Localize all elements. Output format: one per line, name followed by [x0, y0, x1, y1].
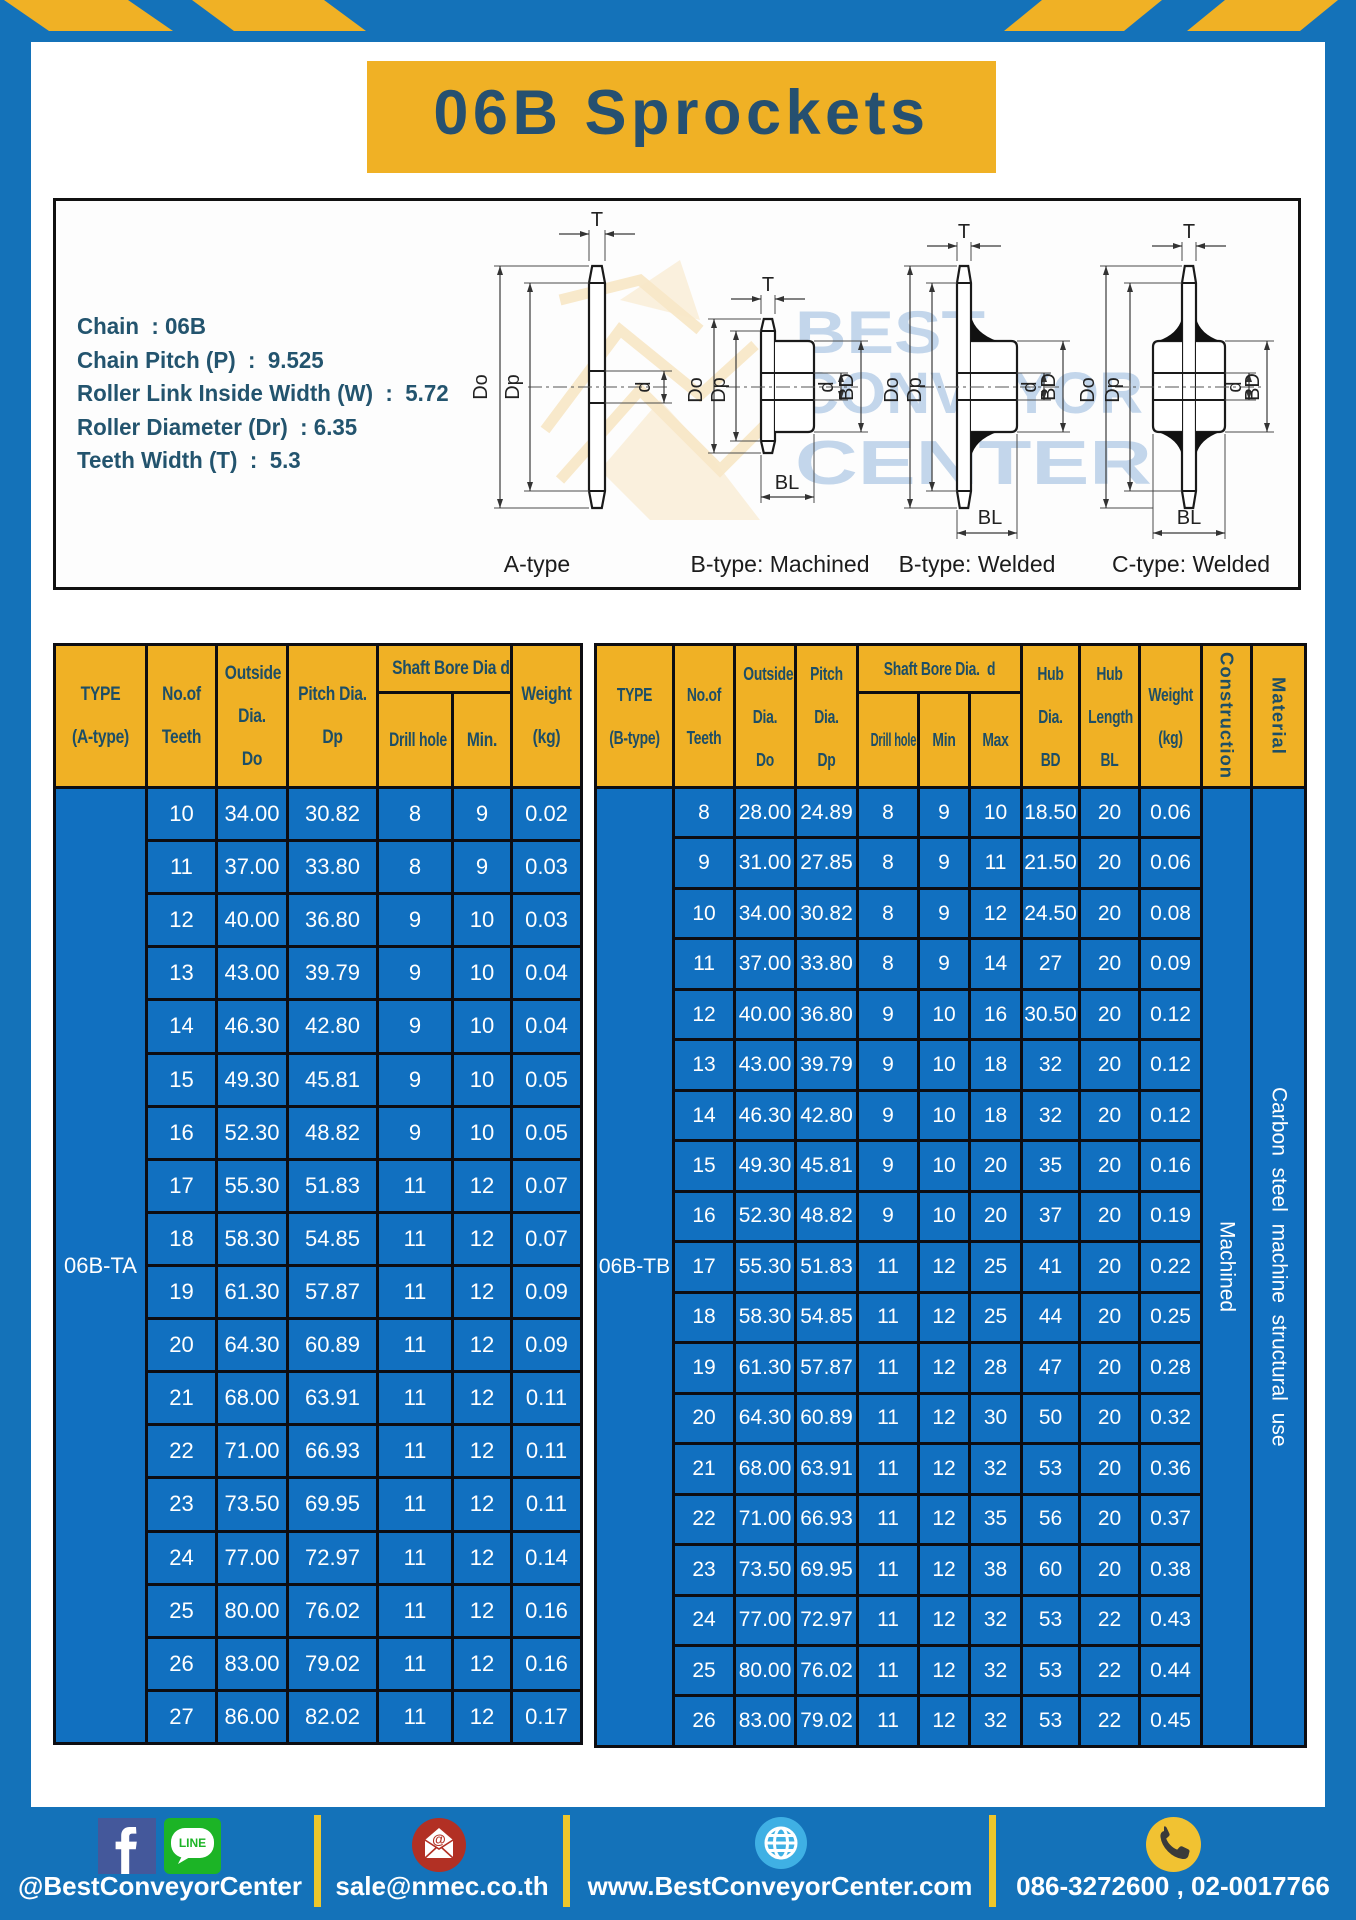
svg-text:Dp: Dp: [502, 374, 524, 400]
svg-text:Do: Do: [1077, 377, 1099, 403]
svg-text:Dp: Dp: [904, 377, 926, 403]
svg-text:BL: BL: [775, 472, 799, 494]
svg-text:BD: BD: [836, 373, 858, 401]
svg-text:LINE: LINE: [179, 1836, 206, 1850]
svg-text:BD: BD: [1038, 373, 1060, 401]
svg-text:Do: Do: [685, 377, 707, 403]
svg-text:T: T: [1183, 221, 1195, 243]
svg-text:d: d: [816, 381, 838, 392]
svg-text:B-type: Machined: B-type: Machined: [691, 551, 870, 577]
svg-text:BL: BL: [978, 507, 1002, 529]
svg-text:Do: Do: [881, 377, 903, 403]
svg-text:T: T: [591, 209, 603, 231]
svg-text:BEST: BEST: [795, 299, 985, 366]
svg-text:B-type: Welded: B-type: Welded: [899, 551, 1056, 577]
svg-text:BD: BD: [1242, 373, 1264, 401]
svg-text:d: d: [1019, 381, 1041, 392]
svg-text:BL: BL: [1177, 507, 1201, 529]
svg-text:d: d: [633, 381, 655, 392]
svg-text:C-type: Welded: C-type: Welded: [1112, 551, 1270, 577]
svg-text:T: T: [958, 221, 970, 243]
svg-text:T: T: [762, 274, 774, 296]
svg-text:@: @: [432, 1831, 446, 1847]
svg-text:Do: Do: [470, 374, 492, 400]
svg-text:Dp: Dp: [1102, 377, 1124, 403]
svg-text:d: d: [1224, 381, 1246, 392]
svg-text:A-type: A-type: [504, 551, 570, 577]
svg-text:Dp: Dp: [708, 377, 730, 403]
